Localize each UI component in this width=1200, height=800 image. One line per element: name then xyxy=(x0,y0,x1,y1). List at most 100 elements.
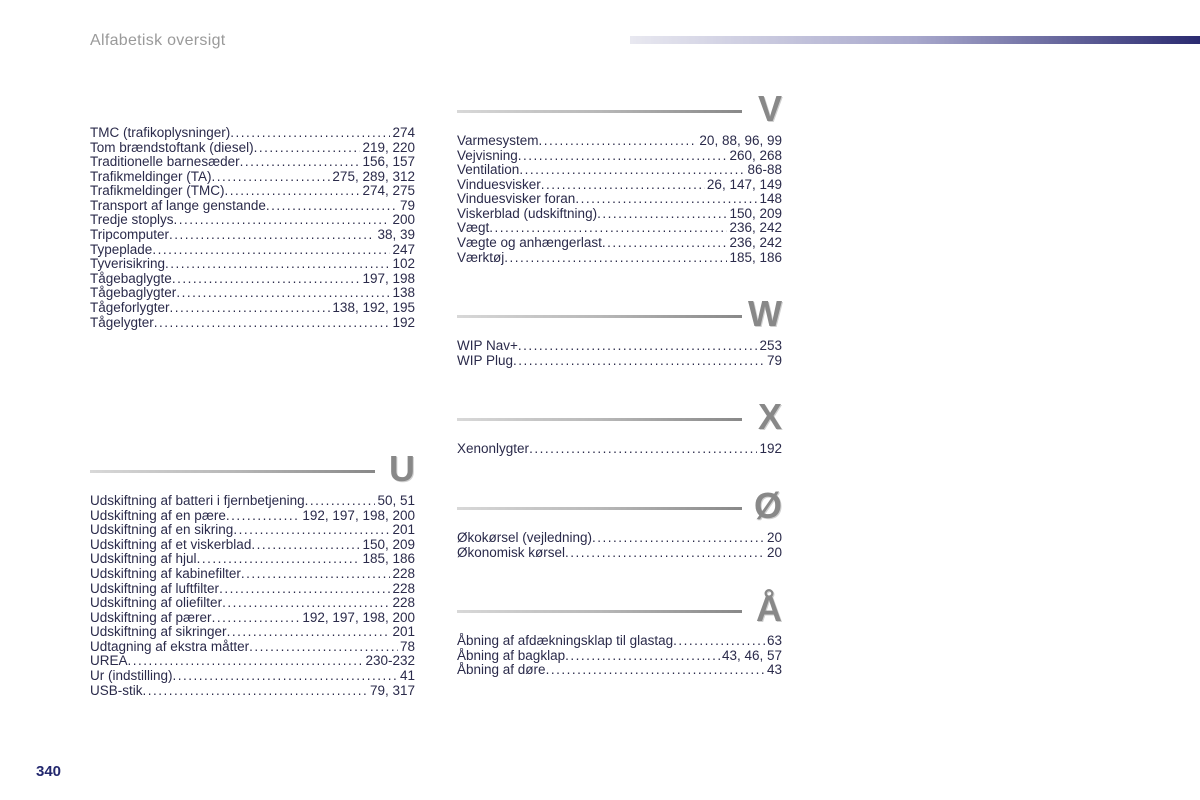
entry-pages: 260, 268 xyxy=(727,149,782,164)
entry-label: WIP Nav+ xyxy=(457,339,518,354)
index-entry: Ur (indstilling) 41 xyxy=(90,669,415,684)
index-entry: Tredje stoplys 200 xyxy=(90,213,415,228)
entry-dots xyxy=(546,663,765,678)
index-entry: Traditionelle barnesæder 156, 157 xyxy=(90,155,415,170)
section-letter: X xyxy=(758,396,782,438)
entry-label: Trafikmeldinger (TMC) xyxy=(90,184,225,199)
entry-dots xyxy=(241,567,391,582)
index-entry: Vejvisning 260, 268 xyxy=(457,149,782,164)
index-entry: Viskerblad (udskiftning) 150, 209 xyxy=(457,207,782,222)
entry-label: Ur (indstilling) xyxy=(90,669,173,684)
entry-label: Udskiftning af pærer xyxy=(90,611,212,626)
entry-label: Udskiftning af luftfilter xyxy=(90,582,219,597)
index-entry: Tyverisikring 102 xyxy=(90,257,415,272)
entry-dots xyxy=(225,184,361,199)
entry-dots xyxy=(170,301,331,316)
index-section: X Xenonlygter 192 xyxy=(457,396,782,457)
entry-pages: 192 xyxy=(757,442,782,457)
entry-dots xyxy=(233,523,390,538)
index-entry: Tågeforlygter 138, 192, 195 xyxy=(90,301,415,316)
header-gradient-bar xyxy=(630,36,1200,44)
entry-label: UREA xyxy=(90,654,128,669)
entries-list: Xenonlygter 192 xyxy=(457,442,782,457)
index-entry: Tågebaglygte 197, 198 xyxy=(90,272,415,287)
index-entry: Udskiftning af batteri i fjernbetjening … xyxy=(90,494,415,509)
entry-label: Typeplade xyxy=(90,243,152,258)
entry-dots xyxy=(174,213,391,228)
index-entry: Åbning af bagklap 43, 46, 57 xyxy=(457,649,782,664)
entry-label: Udtagning af ekstra måtter xyxy=(90,640,249,655)
entry-dots xyxy=(251,538,360,553)
entry-dots xyxy=(154,316,391,331)
entry-pages: 138, 192, 195 xyxy=(330,301,415,316)
entry-label: Viskerblad (udskiftning) xyxy=(457,207,597,222)
index-entry: Udskiftning af kabinefilter 228 xyxy=(90,567,415,582)
entry-pages: 185, 186 xyxy=(727,251,782,266)
index-section: TMC (trafikoplysninger) 274Tom brændstof… xyxy=(90,88,415,330)
entry-label: Åbning af bagklap xyxy=(457,649,565,664)
entry-label: Tyverisikring xyxy=(90,257,165,272)
entry-pages: 20 xyxy=(765,531,782,546)
index-entry: Vinduesvisker 26, 147, 149 xyxy=(457,178,782,193)
section-letter-header: V xyxy=(457,88,782,128)
entry-pages: 192 xyxy=(390,316,415,331)
entry-label: Tågeforlygter xyxy=(90,301,170,316)
entry-pages: 247 xyxy=(390,243,415,258)
section-divider-bar xyxy=(457,110,742,113)
entry-dots xyxy=(565,649,720,664)
index-entry: Åbning af døre 43 xyxy=(457,663,782,678)
entry-dots xyxy=(176,286,390,301)
entry-dots xyxy=(575,192,757,207)
entry-dots xyxy=(266,199,398,214)
entry-label: Udskiftning af batteri i fjernbetjening xyxy=(90,494,305,509)
entry-pages: 201 xyxy=(390,523,415,538)
entry-dots xyxy=(518,149,728,164)
entry-label: Vægt xyxy=(457,221,489,236)
index-entry: Tågebaglygter 138 xyxy=(90,286,415,301)
entry-pages: 102 xyxy=(390,257,415,272)
entry-label: Værktøj xyxy=(457,251,504,266)
entry-pages: 236, 242 xyxy=(727,236,782,251)
entry-pages: 41 xyxy=(398,669,415,684)
entry-pages: 275, 289, 312 xyxy=(330,170,415,185)
entry-label: Udskiftning af hjul xyxy=(90,552,197,567)
index-entry: Udskiftning af et viskerblad 150, 209 xyxy=(90,538,415,553)
index-section: ØØkokørsel (vejledning) 20Økonomisk kørs… xyxy=(457,485,782,560)
entry-label: Vægte og anhængerlast xyxy=(457,236,602,251)
index-entry: Tripcomputer 38, 39 xyxy=(90,228,415,243)
entry-dots xyxy=(165,257,390,272)
index-entry: Trafikmeldinger (TMC) 274, 275 xyxy=(90,184,415,199)
index-columns: TMC (trafikoplysninger) 274Tom brændstof… xyxy=(90,88,782,726)
entry-dots xyxy=(602,236,728,251)
index-section: ÅÅbning af afdækningsklap til glastag 63… xyxy=(457,588,782,678)
entry-pages: 200 xyxy=(390,213,415,228)
index-section: WWIP Nav+ 253WIP Plug 79 xyxy=(457,293,782,368)
page-number: 340 xyxy=(36,763,61,780)
index-entry: TMC (trafikoplysninger) 274 xyxy=(90,126,415,141)
section-divider-bar xyxy=(457,315,742,318)
entry-label: Tripcomputer xyxy=(90,228,169,243)
entry-label: Tågelygter xyxy=(90,316,154,331)
entry-label: Udskiftning af oliefilter xyxy=(90,596,222,611)
entry-pages: 201 xyxy=(390,625,415,640)
index-entry: Udskiftning af luftfilter 228 xyxy=(90,582,415,597)
entry-pages: 150, 209 xyxy=(360,538,415,553)
section-divider-bar xyxy=(457,507,742,510)
entries-list: Åbning af afdækningsklap til glastag 63Å… xyxy=(457,634,782,678)
entry-label: Åbning af afdækningsklap til glastag xyxy=(457,634,673,649)
entry-pages: 38, 39 xyxy=(375,228,415,243)
entry-label: Xenonlygter xyxy=(457,442,529,457)
entries-list: Varmesystem 20, 88, 96, 99Vejvisning 260… xyxy=(457,134,782,265)
entry-dots xyxy=(226,509,301,524)
entry-pages: 156, 157 xyxy=(360,155,415,170)
entry-label: Trafikmeldinger (TA) xyxy=(90,170,212,185)
entry-dots xyxy=(539,134,698,149)
left-column: TMC (trafikoplysninger) 274Tom brændstof… xyxy=(90,88,415,726)
entry-label: Traditionelle barnesæder xyxy=(90,155,240,170)
index-entry: Udskiftning af oliefilter 228 xyxy=(90,596,415,611)
index-entry: Vægte og anhængerlast 236, 242 xyxy=(457,236,782,251)
entry-pages: 253 xyxy=(757,339,782,354)
section-divider-bar xyxy=(90,470,375,473)
entry-pages: 79 xyxy=(765,354,782,369)
entry-label: Udskiftning af en sikring xyxy=(90,523,233,538)
